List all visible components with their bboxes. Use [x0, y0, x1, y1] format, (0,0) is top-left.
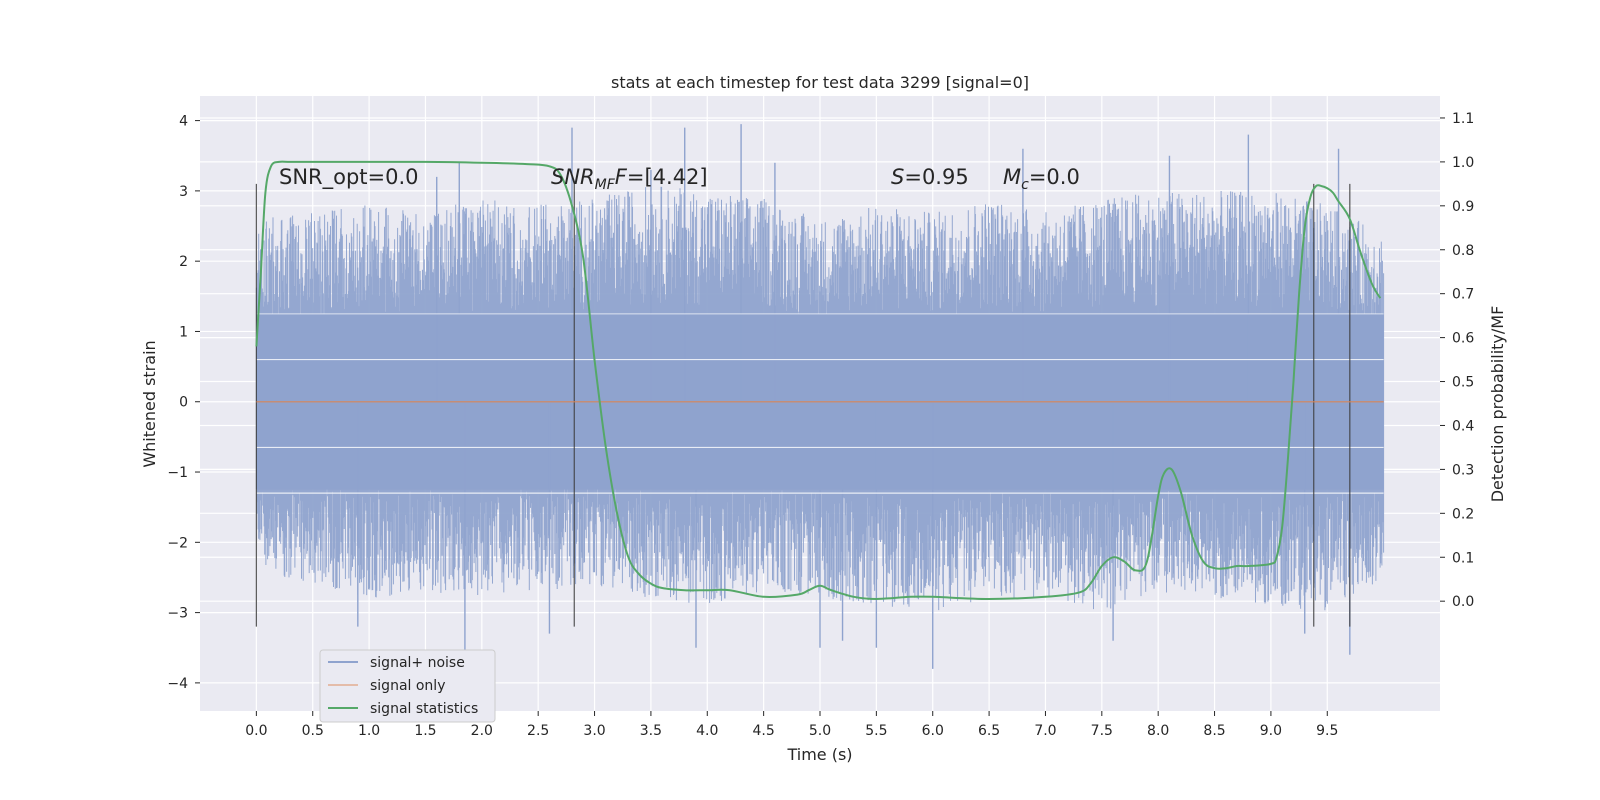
annotation-mc: Mc=0.0	[1003, 165, 1080, 193]
annotation-s: S=0.95	[891, 165, 969, 189]
right-axis-ticks: 0.0 0.1 0.2 0.3 0.4 0.5 0.6 0.7 0.8 0.9 1.0 1.1	[1440, 111, 1474, 610]
x-tick-label: 9.5	[1316, 723, 1338, 739]
legend-label-signal-only: signal only	[370, 678, 445, 694]
y-axis-ticks: −4 −3 −2 −1 0 1 2 3 4	[167, 114, 200, 692]
right-tick-label: 0.9	[1452, 199, 1474, 215]
y-tick-label: 0	[179, 395, 188, 411]
right-tick-label: 0.7	[1452, 287, 1474, 303]
x-tick-label: 2.0	[471, 723, 493, 739]
x-tick-label: 3.0	[583, 723, 605, 739]
legend: signal+ noise signal only signal statist…	[319, 649, 496, 723]
y-axis-label: Whitened strain	[140, 340, 159, 467]
right-tick-label: 0.0	[1452, 594, 1474, 610]
right-tick-label: 0.4	[1452, 418, 1474, 434]
annotation-snr-opt: SNR_opt=0.0	[279, 165, 419, 190]
x-tick-label: 7.0	[1034, 723, 1056, 739]
y-tick-label: 1	[179, 324, 188, 340]
legend-label-signal-statistics: signal statistics	[370, 701, 478, 717]
x-tick-label: 5.5	[865, 723, 887, 739]
x-axis-label: Time (s)	[786, 745, 852, 764]
x-tick-label: 9.0	[1260, 723, 1282, 739]
y-tick-label: 2	[179, 254, 188, 270]
x-tick-label: 0.5	[302, 723, 324, 739]
signal-statistics-series	[255, 160, 1382, 601]
right-tick-label: 0.2	[1452, 506, 1474, 522]
x-tick-label: 7.5	[1091, 723, 1113, 739]
x-tick-label: 1.0	[358, 723, 380, 739]
x-tick-label: 3.5	[640, 723, 662, 739]
y-tick-label: −1	[167, 465, 188, 481]
right-tick-label: 1.1	[1452, 111, 1474, 127]
right-tick-label: 1.0	[1452, 155, 1474, 171]
legend-label-signal-plus-noise: signal+ noise	[370, 655, 465, 671]
y-tick-label: −2	[167, 535, 188, 551]
y-tick-label: −3	[167, 606, 188, 622]
x-tick-label: 2.5	[527, 723, 549, 739]
legend-box	[319, 649, 496, 723]
annotation-snr-mf: SNRMFF=[4.42]	[551, 165, 708, 193]
x-tick-label: 8.5	[1203, 723, 1225, 739]
right-tick-label: 0.8	[1452, 243, 1474, 259]
x-tick-label: 4.5	[753, 723, 775, 739]
chart-title: stats at each timestep for test data 329…	[611, 73, 1029, 92]
right-tick-label: 0.3	[1452, 462, 1474, 478]
x-tick-label: 6.0	[922, 723, 944, 739]
x-tick-label: 4.0	[696, 723, 718, 739]
vertical-markers	[255, 183, 1351, 627]
x-tick-label: 5.0	[809, 723, 831, 739]
x-tick-label: 8.0	[1147, 723, 1169, 739]
x-axis-ticks: 0.0 0.5 1.0 1.5 2.0 2.5 3.0 3.5 4.0 4.5 5.0 5.5 6.0 6…	[245, 711, 1338, 739]
right-tick-label: 0.6	[1452, 331, 1474, 347]
x-tick-label: 0.0	[245, 723, 267, 739]
y-tick-label: 3	[179, 184, 188, 200]
right-tick-label: 0.5	[1452, 375, 1474, 391]
x-tick-label: 6.5	[978, 723, 1000, 739]
y-tick-label: 4	[179, 114, 188, 130]
right-tick-label: 0.1	[1452, 550, 1474, 566]
signal-statistics-line	[255, 160, 1382, 601]
x-tick-label: 1.5	[414, 723, 436, 739]
right-axis-label: Detection probability/MF	[1488, 306, 1507, 503]
y-tick-label: −4	[167, 676, 188, 692]
